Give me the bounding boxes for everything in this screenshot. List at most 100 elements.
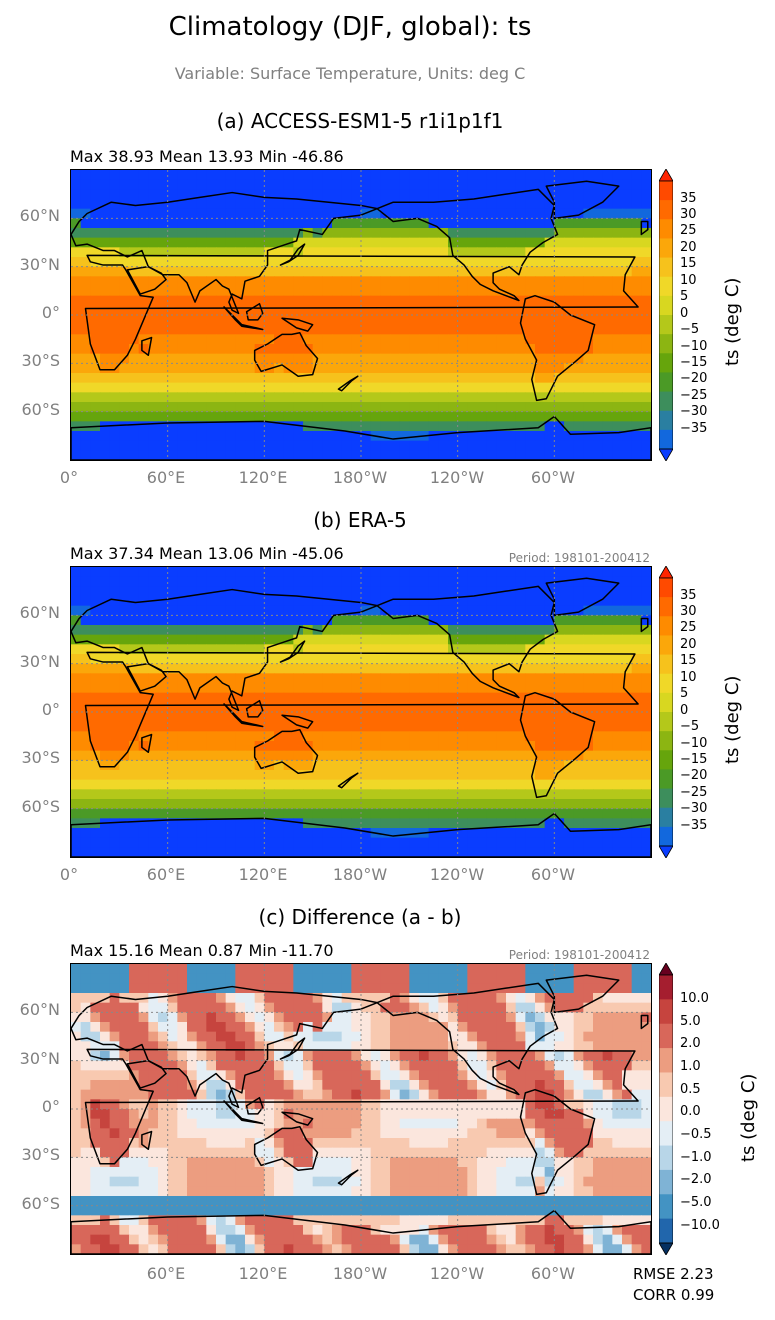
field-cell (399, 228, 410, 239)
field-cell (245, 218, 256, 229)
field-cell (187, 828, 198, 839)
field-cell (274, 770, 285, 781)
field-cell (158, 644, 169, 655)
field-cell (554, 596, 565, 607)
field-cell (341, 818, 352, 829)
panel-c-field (71, 964, 651, 1254)
field-cell (409, 973, 420, 984)
field-cell (438, 373, 449, 384)
field-cell (90, 266, 101, 277)
field-cell (602, 266, 613, 277)
field-cell (438, 799, 449, 810)
field-cell (187, 1051, 198, 1062)
field-cell (438, 993, 449, 1004)
field-cell (138, 615, 149, 626)
field-cell (361, 750, 372, 761)
field-cell (90, 1080, 101, 1091)
field-cell (525, 654, 536, 665)
field-cell (283, 1147, 294, 1158)
field-cell (506, 295, 517, 306)
field-cell (409, 586, 420, 597)
field-cell (109, 1031, 120, 1042)
field-cell (438, 363, 449, 374)
field-cell (80, 596, 91, 607)
field-cell (515, 692, 526, 703)
field-cell (225, 1099, 236, 1110)
field-cell (535, 305, 546, 316)
field-cell (158, 411, 169, 422)
field-cell (283, 760, 294, 771)
field-cell (467, 363, 478, 374)
field-cell (506, 789, 517, 800)
field-cell (506, 431, 517, 442)
field-cell (129, 750, 140, 761)
field-cell (148, 189, 159, 200)
field-cell (177, 1109, 188, 1120)
field-cell (80, 1089, 91, 1100)
field-cell (351, 208, 362, 219)
field-cell (544, 1099, 555, 1110)
field-cell (399, 770, 410, 781)
field-cell (332, 286, 343, 297)
field-cell (457, 295, 468, 306)
field-cell (448, 450, 459, 460)
field-cell (206, 218, 217, 229)
field-cell (390, 750, 401, 761)
field-cell (457, 576, 468, 587)
field-cell (467, 750, 478, 761)
field-cell (187, 973, 198, 984)
field-cell (419, 576, 430, 587)
field-cell (71, 1041, 82, 1052)
field-cell (109, 382, 120, 393)
field-cell (71, 315, 82, 326)
field-cell (477, 760, 488, 771)
panel-b-period: Period: 198101-200412 (508, 551, 650, 565)
field-cell (535, 683, 546, 694)
field-cell (332, 1138, 343, 1149)
field-cell (119, 305, 130, 316)
field-cell (254, 847, 265, 857)
field-cell (322, 1157, 333, 1168)
field-cell (467, 973, 478, 984)
field-cell (177, 237, 188, 248)
field-cell (312, 605, 323, 616)
field-cell (486, 567, 497, 578)
field-cell (293, 634, 304, 645)
field-cell (71, 586, 82, 597)
field-cell (525, 983, 536, 994)
colorbar-swatch (659, 276, 673, 297)
field-cell (167, 615, 178, 626)
field-cell (206, 1022, 217, 1033)
field-cell (631, 847, 642, 857)
field-cell (138, 305, 149, 316)
field-cell (544, 1060, 555, 1071)
field-cell (573, 1070, 584, 1081)
field-cell (80, 1118, 91, 1129)
field-cell (90, 983, 101, 994)
field-cell (419, 818, 430, 829)
field-cell (293, 392, 304, 403)
field-cell (90, 1041, 101, 1052)
field-cell (264, 847, 275, 857)
field-cell (496, 1099, 507, 1110)
field-cell (477, 741, 488, 752)
field-cell (380, 847, 391, 857)
field-cell (167, 770, 178, 781)
field-cell (428, 353, 439, 364)
field-cell (225, 779, 236, 790)
field-cell (535, 295, 546, 306)
field-cell (622, 208, 633, 219)
field-cell (361, 828, 372, 839)
field-cell (457, 334, 468, 345)
field-cell (486, 1099, 497, 1110)
field-cell (109, 1147, 120, 1158)
field-cell (109, 964, 120, 975)
field-cell (129, 760, 140, 771)
field-cell (245, 789, 256, 800)
field-cell (506, 964, 517, 975)
field-cell (602, 847, 613, 857)
field-cell (196, 964, 207, 975)
field-cell (612, 750, 623, 761)
field-cell (80, 692, 91, 703)
field-cell (158, 1138, 169, 1149)
